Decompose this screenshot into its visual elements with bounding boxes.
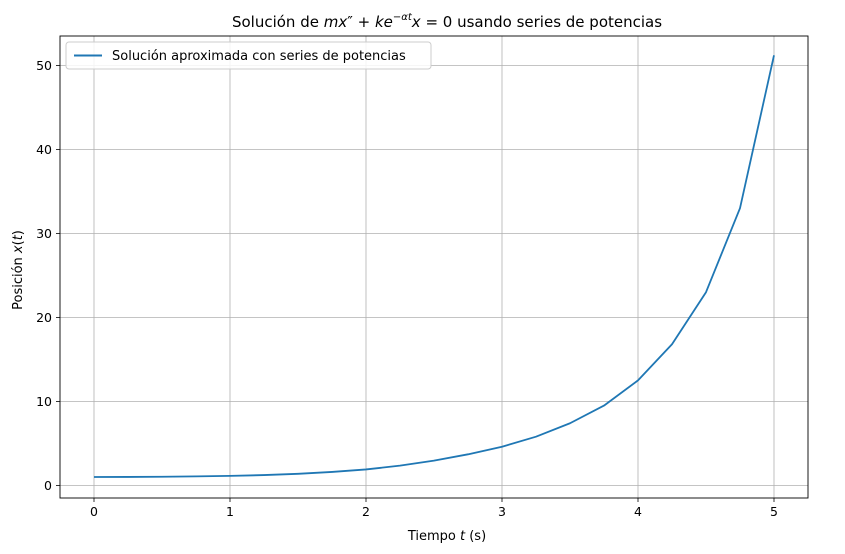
x-axis-label: Tiempo t (s) [407,529,486,544]
x-tick-label: 0 [90,504,98,519]
y-tick-label: 40 [36,142,52,157]
legend: Solución aproximada con series de potenc… [65,41,432,70]
series-lines [93,55,775,478]
axes-frame [59,35,809,499]
y-tick-label: 20 [36,310,52,325]
y-tick-label: 10 [36,394,52,409]
x-tick-label: 4 [634,504,642,519]
chart-title: Solución de mx″ + ke−αtx = 0 usando seri… [232,12,662,31]
x-tick-label: 3 [498,504,506,519]
y-tick-label: 0 [44,478,52,493]
x-tick-label: 1 [226,504,234,519]
y-tick-label: 50 [36,58,52,73]
x-tick-label: 2 [362,504,370,519]
legend-label: Solución aproximada con series de potenc… [112,49,406,64]
legend-box [65,41,432,70]
series-line-0 [93,55,775,478]
y-tick-label: 30 [36,226,52,241]
y-axis-label: Posición x(t) [11,230,26,310]
x-tick-label: 5 [770,504,778,519]
grid [60,36,808,498]
